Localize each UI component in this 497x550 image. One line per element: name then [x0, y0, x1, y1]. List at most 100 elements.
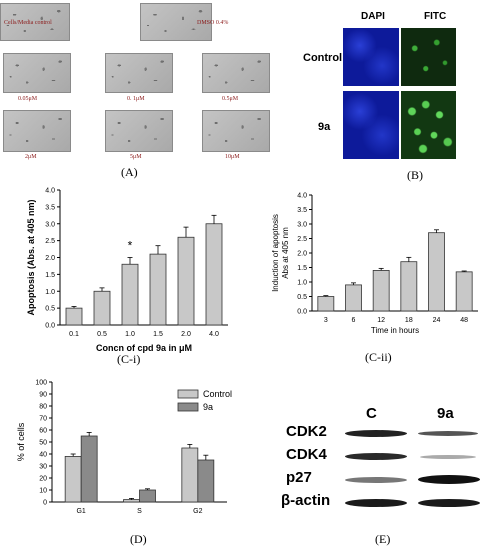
x-tick-label: G1 — [76, 508, 85, 515]
x-tick-label: G2 — [193, 508, 202, 515]
micrograph-0-05um — [3, 53, 71, 93]
y-tick-label: 0.0 — [45, 323, 55, 330]
y-tick-label: 3.0 — [45, 221, 55, 228]
blot-row-label-beta-actin: β-actin — [281, 492, 331, 509]
x-tick-label: 18 — [405, 317, 413, 324]
y-tick-label: 0.5 — [297, 294, 307, 301]
y-tick-label: 1.0 — [45, 289, 55, 296]
dapi-9a-image — [343, 91, 399, 159]
y-tick-label: 2.0 — [297, 251, 307, 258]
col-header-fitc: FITC — [424, 11, 447, 22]
micrograph-label: DMSO 0.4% — [197, 20, 229, 26]
micrograph-0-5um — [202, 53, 270, 93]
chart-c-ii: 0.0 0.5 1.0 1.5 2.0 2.5 3.0 3.5 4.0 3 6 12 18 24 48 Tim… — [271, 193, 478, 335]
bar — [400, 261, 418, 312]
x-tick-label: 6 — [352, 317, 356, 324]
micrograph-0-1um — [105, 53, 173, 93]
col-header-dapi: DAPI — [361, 11, 385, 22]
micrograph-label: Cells/Media control — [4, 20, 52, 26]
bar — [123, 499, 140, 503]
y-tick-label: 2.0 — [45, 255, 55, 262]
y-tick-label: 60 — [39, 428, 47, 435]
bar — [345, 284, 362, 312]
panel-label-e: (E) — [375, 532, 391, 546]
bar — [177, 236, 195, 326]
x-axis-label: Concn of cpd 9a in μM — [96, 343, 192, 353]
y-tick-label: 3.5 — [297, 207, 307, 214]
blot-col-header-c: C — [366, 405, 377, 422]
y-tick-label: 1.0 — [297, 280, 307, 287]
blot-row-label-p27: p27 — [286, 469, 312, 486]
dapi-control-image — [343, 28, 399, 86]
legend-label: Control — [203, 389, 232, 399]
bar — [181, 447, 199, 503]
y-tick-label: 50 — [39, 440, 47, 447]
micrograph-label: 0.5μM — [222, 96, 239, 102]
bar — [65, 307, 83, 326]
y-tick-label: 4.0 — [45, 188, 55, 195]
y-axis-label: % of cells — [16, 422, 26, 461]
micrograph-label: 10μM — [225, 154, 240, 160]
bar — [121, 263, 139, 326]
chart-c-i: 0.0 0.5 1.0 1.5 2.0 2.5 3.0 3.5 4.0 0.1 0.5 1.0 1.5 2… — [26, 188, 228, 353]
y-tick-label: 1.5 — [297, 265, 307, 272]
micrograph-media-control — [0, 3, 70, 41]
y-tick-label: 0.5 — [45, 306, 55, 313]
x-tick-label: 3 — [324, 317, 328, 324]
x-tick-label: 1.0 — [125, 331, 135, 338]
band-cdk4-9a — [420, 455, 476, 459]
x-tick-label: 12 — [377, 317, 385, 324]
y-tick-label: 3.5 — [45, 204, 55, 211]
y-tick-label: 1.5 — [45, 272, 55, 279]
significance-star: * — [128, 239, 133, 253]
micrograph-5um — [105, 110, 173, 152]
bar — [428, 232, 445, 312]
x-tick-label: S — [137, 508, 142, 515]
row-label-9a: 9a — [318, 121, 331, 133]
micrograph-label: 5μM — [130, 154, 142, 160]
panel-label-a: (A) — [121, 165, 138, 179]
x-axis-label: Time in hours — [371, 326, 419, 335]
y-tick-label: 40 — [39, 452, 47, 459]
band-cdk2-9a — [418, 431, 478, 436]
panel-label-c-i: (C-i) — [117, 352, 141, 366]
band-p27-9a — [418, 475, 480, 484]
micrograph-2um — [3, 110, 71, 152]
y-axis-label: Induction of apoptosisAbs at 405 nm — [271, 214, 290, 292]
legend-swatch — [177, 389, 199, 399]
bar — [80, 435, 98, 503]
y-tick-label: 20 — [39, 476, 47, 483]
y-axis-label: Apoptosis (Abs. at 405 nm) — [26, 199, 36, 315]
chart-d: 0 10 20 30 40 50 60 70 80 90 100 G1 S G2 % of cells Con… — [16, 380, 232, 516]
fitc-control-image — [401, 28, 456, 86]
micrograph-10um — [202, 110, 270, 152]
micrograph-dmso — [140, 3, 212, 41]
micrograph-label: 0.05μM — [18, 96, 38, 102]
x-tick-label: 0.1 — [69, 331, 79, 338]
y-tick-label: 100 — [35, 380, 47, 387]
y-tick-label: 10 — [39, 488, 47, 495]
bar — [205, 223, 223, 326]
y-tick-label: 2.5 — [45, 238, 55, 245]
bar — [149, 253, 167, 326]
x-tick-label: 2.0 — [181, 331, 191, 338]
band-p27-control — [345, 477, 407, 483]
bar — [455, 271, 473, 312]
y-tick-label: 90 — [39, 392, 47, 399]
y-tick-label: 4.0 — [297, 193, 307, 200]
legend-label: 9a — [203, 402, 213, 412]
blot-row-label-cdk2: CDK2 — [286, 423, 327, 440]
bar — [372, 270, 390, 312]
blot-col-header-9a: 9a — [437, 405, 454, 422]
y-tick-label: 0 — [43, 500, 47, 507]
panel-label-b: (B) — [407, 168, 423, 182]
bar — [93, 290, 111, 326]
x-tick-label: 48 — [460, 317, 468, 324]
bar — [64, 456, 82, 503]
micrograph-label: 2μM — [25, 154, 37, 160]
y-tick-label: 80 — [39, 404, 47, 411]
bar — [139, 489, 156, 503]
band-actin-9a — [418, 499, 480, 507]
micrograph-label: 0. 1μM — [127, 96, 145, 102]
blot-row-label-cdk4: CDK4 — [286, 446, 327, 463]
